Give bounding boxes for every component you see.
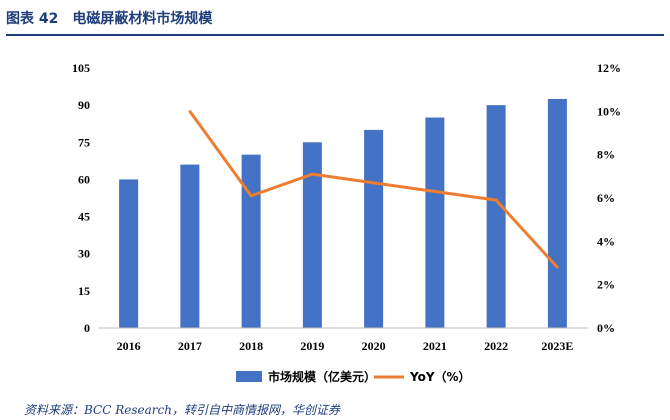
bar-2017	[180, 164, 200, 328]
right-tick-label: 0%	[597, 321, 615, 335]
legend-line-label: YoY（%）	[409, 369, 471, 384]
bar-2022	[486, 105, 506, 329]
chart-title: 电磁屏蔽材料市场规模	[72, 11, 213, 27]
left-tick-label: 75	[78, 135, 90, 149]
bar-2023E	[547, 98, 567, 328]
left-tick-label: 0	[84, 321, 90, 335]
x-tick-label: 2021	[423, 339, 447, 353]
right-tick-label: 10%	[597, 104, 621, 118]
bar-2021	[425, 117, 445, 329]
x-tick-label: 2019	[300, 339, 324, 353]
yoy-point-2021	[433, 190, 437, 193]
right-axis-ticks: 0% 2% 4% 6% 8% 10% 12%	[597, 61, 621, 335]
x-tick-label: 2016	[117, 339, 141, 353]
bar-2020	[364, 129, 384, 328]
x-tick-label: 2022	[484, 339, 508, 353]
left-tick-label: 15	[78, 284, 90, 298]
left-tick-label: 45	[78, 210, 90, 224]
bar-2016	[119, 179, 139, 328]
title-rule	[6, 34, 664, 36]
figure-label: 图表 42	[6, 11, 59, 27]
yoy-point-2019	[311, 172, 314, 176]
bar-2018	[241, 154, 261, 328]
legend-bar-label: 市场规模（亿美元）	[268, 369, 376, 384]
yoy-point-2023E	[556, 266, 559, 269]
left-tick-label: 105	[72, 61, 90, 75]
yoy-point-2018	[249, 194, 253, 198]
x-tick-label: 2018	[239, 339, 263, 353]
yoy-point-2017	[188, 110, 192, 113]
bar-series	[119, 98, 567, 329]
bar-2019	[302, 142, 322, 328]
x-tick-label: 2017	[178, 339, 202, 353]
yoy-point-2022	[494, 198, 498, 202]
legend: 市场规模（亿美元） YoY（%）	[236, 369, 471, 384]
right-tick-label: 2%	[597, 278, 615, 292]
source-note: 资料来源：BCC Research，转引自中商情报网，华创证券	[24, 403, 340, 417]
right-tick-label: 12%	[597, 61, 621, 75]
yoy-point-2020	[372, 181, 375, 185]
right-tick-label: 4%	[597, 234, 615, 248]
yoy-line-series	[188, 110, 559, 269]
right-tick-label: 6%	[597, 191, 615, 205]
x-tick-label: 2023E	[541, 339, 573, 353]
left-tick-label: 60	[78, 172, 90, 186]
legend-bar-swatch	[236, 371, 262, 382]
right-tick-label: 8%	[597, 148, 615, 162]
x-tick-label: 2020	[362, 339, 386, 353]
x-axis-ticks: 2016 2017 2018 2019 2020 2021 2022 2023E	[117, 339, 574, 353]
left-tick-label: 90	[78, 98, 90, 112]
chart-title-bar: 图表 42 电磁屏蔽材料市场规模	[6, 8, 666, 30]
left-axis-ticks: 0 15 30 45 60 75 90 105	[72, 61, 90, 335]
left-tick-label: 30	[78, 247, 90, 261]
